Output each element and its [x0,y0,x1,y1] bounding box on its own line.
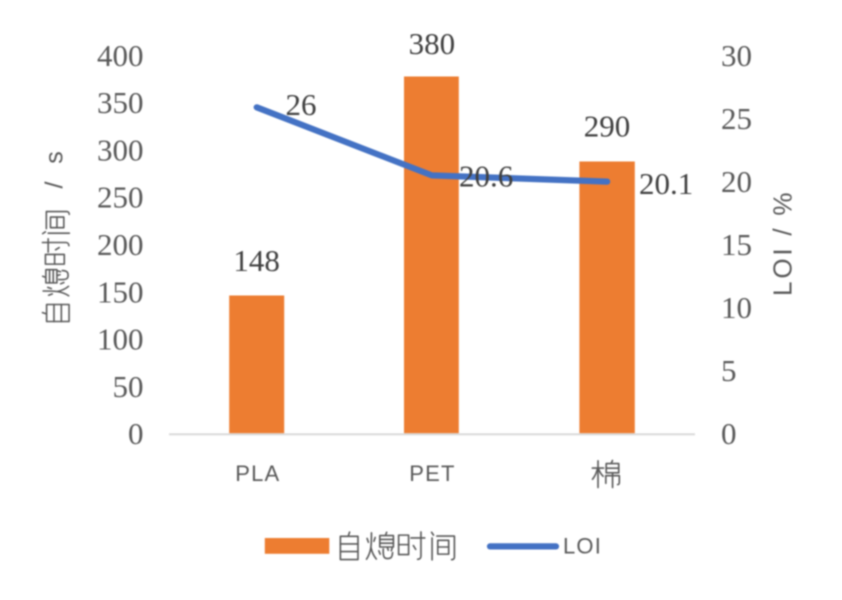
svg-text:50: 50 [113,369,144,404]
svg-text:250: 250 [97,180,144,215]
svg-text:25: 25 [721,101,752,136]
svg-text:380: 380 [409,26,456,61]
svg-text:26: 26 [286,87,317,122]
svg-text:290: 290 [584,108,631,143]
svg-text:LOI: LOI [563,533,602,558]
svg-text:PET: PET [409,461,455,486]
svg-text:148: 148 [233,243,280,278]
svg-text:350: 350 [97,85,144,120]
svg-text:20: 20 [721,164,752,199]
svg-text:200: 200 [97,227,144,262]
svg-text:100: 100 [97,322,144,357]
svg-text:0: 0 [721,416,737,451]
svg-text:30: 30 [721,38,752,73]
svg-text:150: 150 [97,274,144,309]
svg-text:/: / [41,181,69,188]
svg-text:5: 5 [721,353,737,388]
svg-text:20.6: 20.6 [459,158,513,193]
svg-text:15: 15 [721,227,752,262]
svg-text:10: 10 [721,290,752,325]
svg-text:300: 300 [97,132,144,167]
svg-text:s: s [41,151,69,164]
svg-text:0: 0 [128,416,144,451]
svg-text:20.1: 20.1 [639,166,693,201]
svg-text:PLA: PLA [235,461,280,486]
svg-text:LOI / %: LOI / % [768,190,798,296]
svg-text:400: 400 [97,38,144,73]
